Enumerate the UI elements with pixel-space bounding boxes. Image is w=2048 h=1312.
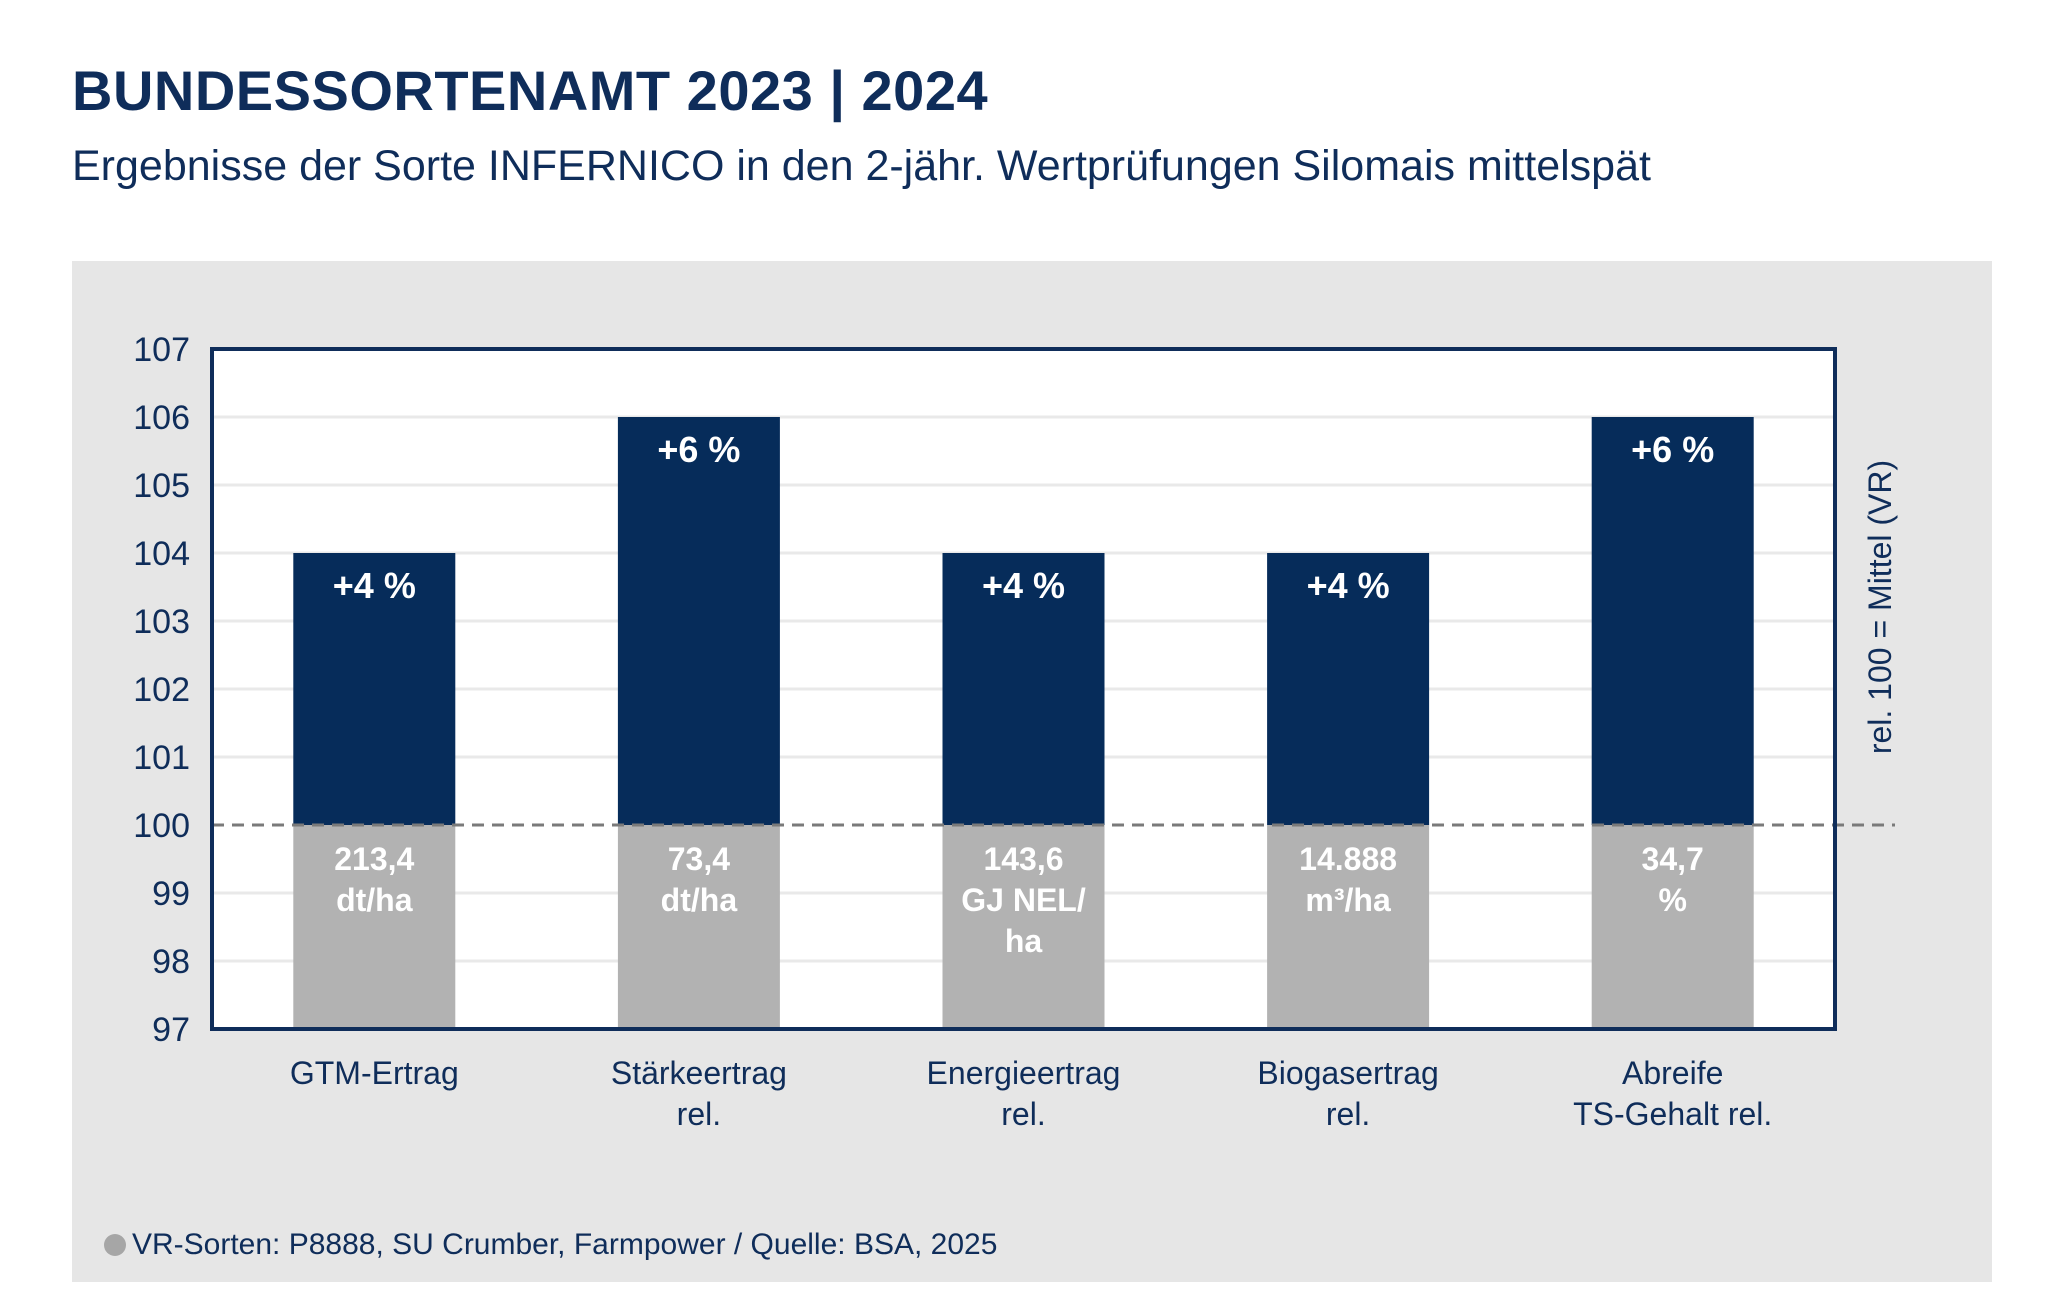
bar-percent-label: +6 %	[1631, 429, 1714, 470]
y-tick-label: 104	[133, 535, 190, 573]
x-tick-label: rel.	[1001, 1096, 1045, 1132]
bar	[1591, 417, 1754, 825]
bar-value-label: 213,4	[334, 841, 414, 877]
bar-value-label: ha	[1005, 923, 1043, 959]
bar-reference-segment	[1591, 825, 1754, 1029]
y-tick-label: 101	[133, 739, 190, 777]
bar	[1267, 553, 1430, 825]
y-tick-label: 103	[133, 603, 190, 641]
right-axis-label: rel. 100 = Mittel (VR)	[1862, 460, 1898, 754]
vr-legend-dot-icon	[104, 1234, 126, 1256]
y-tick-label: 98	[152, 943, 190, 981]
bar-value-label: 34,7	[1642, 841, 1704, 877]
plot-frame	[210, 347, 1837, 1031]
x-tick-label: Energieertrag	[927, 1055, 1121, 1091]
x-tick-label: rel.	[677, 1096, 721, 1132]
bar-value-label: 143,6	[983, 841, 1063, 877]
x-tick-label: TS-Gehalt rel.	[1573, 1096, 1772, 1132]
chart-subtitle: Ergebnisse der Sorte INFERNICO in den 2-…	[72, 142, 1651, 190]
bar-percent-label: +4 %	[982, 565, 1065, 606]
bar-percent-label: +6 %	[657, 429, 740, 470]
x-tick-label: GTM-Ertrag	[290, 1055, 459, 1091]
bar	[942, 553, 1105, 825]
bar	[617, 417, 780, 825]
bar-reference-segment	[617, 825, 780, 1029]
bar-percent-label: +4 %	[333, 565, 416, 606]
bar-value-label: 14.888	[1299, 841, 1397, 877]
bar-chart: +4 % 213,4 dt/ha GTM-Ertrag +6 % 73,4 dt/ha Stä…	[133, 331, 1898, 1132]
bar-value-label: 73,4	[668, 841, 730, 877]
bar-value-label: dt/ha	[661, 882, 738, 918]
y-tick-label: 99	[152, 875, 190, 913]
x-tick-label: Biogasertrag	[1257, 1055, 1438, 1091]
y-tick-label: 97	[152, 1011, 190, 1049]
chart-title: BUNDESSORTENAMT 2023 | 2024	[72, 59, 989, 122]
bar-value-label: m³/ha	[1305, 882, 1391, 918]
bar-value-label: dt/ha	[336, 882, 413, 918]
source-note-text: VR-Sorten: P8888, SU Crumber, Farmpower …	[132, 1228, 998, 1261]
bar-value-label: GJ NEL/	[961, 882, 1086, 918]
bar-value-label: %	[1658, 882, 1686, 918]
y-tick-label: 105	[133, 467, 190, 505]
bar-reference-segment	[942, 825, 1105, 1029]
source-note: VR-Sorten: P8888, SU Crumber, Farmpower …	[104, 1228, 997, 1262]
bar-percent-label: +4 %	[1307, 565, 1390, 606]
chart-panel: +4 % 213,4 dt/ha GTM-Ertrag +6 % 73,4 dt/ha Stä…	[72, 261, 1992, 1282]
x-tick-label: rel.	[1326, 1096, 1370, 1132]
y-tick-label: 107	[133, 331, 190, 369]
y-tick-label: 106	[133, 399, 190, 437]
bar	[293, 553, 456, 825]
bar-reference-segment	[1267, 825, 1430, 1029]
y-tick-label: 100	[133, 807, 190, 845]
bar-reference-segment	[293, 825, 456, 1029]
y-tick-label: 102	[133, 671, 190, 709]
x-tick-label: Stärkeertrag	[611, 1055, 787, 1091]
x-tick-label: Abreife	[1622, 1055, 1723, 1091]
